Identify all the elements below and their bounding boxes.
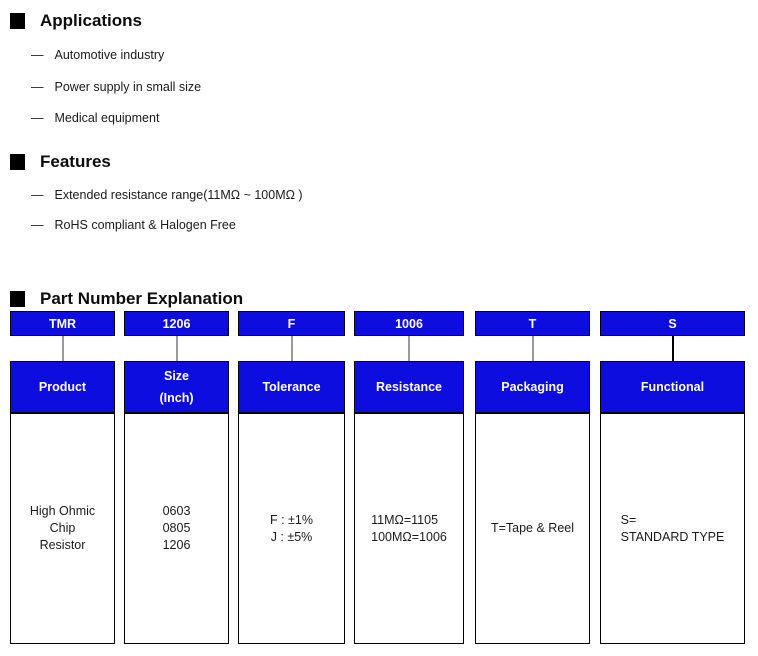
- category-box: Size (Inch): [124, 361, 229, 413]
- black-square-bullet-icon: [10, 291, 25, 307]
- connector-line: [290, 336, 293, 362]
- code-box: T: [475, 311, 590, 336]
- applications-item-text: Power supply in small size: [54, 80, 202, 94]
- part-column-product: TMR Product High Ohmic Chip Resistor: [10, 311, 115, 644]
- code-box: 1206: [124, 311, 229, 336]
- black-square-bullet-icon: [10, 154, 25, 170]
- value-text: F : ±1% J : ±5%: [270, 512, 313, 544]
- features-title: Features: [40, 152, 111, 171]
- value-text: High Ohmic Chip Resistor: [29, 504, 96, 552]
- applications-title: Applications: [40, 11, 143, 30]
- black-square-bullet-icon: [10, 13, 25, 29]
- connector-line: [61, 336, 64, 362]
- code-box: 1006: [354, 311, 464, 336]
- value-box: 0603 0805 1206: [124, 413, 229, 644]
- dash-bullet-icon: —: [31, 188, 44, 202]
- applications-heading: Applications: [10, 11, 142, 31]
- category-label: Resistance: [375, 380, 442, 394]
- category-label: Tolerance: [262, 380, 321, 394]
- value-box: 11MΩ=1105 100MΩ=1006: [354, 413, 464, 644]
- applications-item-text: Medical equipment: [54, 111, 160, 125]
- part-number-diagram: TMR Product High Ohmic Chip Resistor 120…: [0, 311, 758, 645]
- category-box: Packaging: [475, 361, 590, 413]
- part-column-resistance: 1006 Resistance 11MΩ=1105 100MΩ=1006: [354, 311, 464, 644]
- category-label: Packaging: [501, 380, 564, 394]
- part-column-functional: S Functional S= STANDARD TYPE: [600, 311, 745, 644]
- value-text: S= STANDARD TYPE: [620, 512, 725, 544]
- category-label: Functional: [640, 380, 705, 394]
- dash-bullet-icon: —: [31, 218, 44, 232]
- category-label: (Inch): [159, 391, 194, 405]
- features-item-text: RoHS compliant & Halogen Free: [54, 218, 236, 232]
- applications-item: — Power supply in small size: [31, 79, 201, 95]
- connector-line: [408, 336, 410, 362]
- category-box: Tolerance: [238, 361, 345, 413]
- value-text: 0603 0805 1206: [162, 504, 191, 552]
- value-text: 11MΩ=1105 100MΩ=1006: [371, 512, 447, 544]
- category-box: Resistance: [354, 361, 464, 413]
- dash-bullet-icon: —: [31, 111, 44, 125]
- part-number-heading: Part Number Explanation: [10, 289, 243, 309]
- code-box: S: [600, 311, 745, 336]
- features-heading: Features: [10, 152, 111, 172]
- value-box: S= STANDARD TYPE: [600, 413, 745, 644]
- value-box: T=Tape & Reel: [475, 413, 590, 644]
- category-label: Product: [38, 380, 87, 394]
- dash-bullet-icon: —: [31, 80, 44, 94]
- code-box: F: [238, 311, 345, 336]
- applications-item: — Automotive industry: [31, 47, 164, 63]
- value-text: T=Tape & Reel: [490, 521, 575, 535]
- features-item: — RoHS compliant & Halogen Free: [31, 217, 236, 233]
- part-column-size: 1206 Size (Inch) 0603 0805 1206: [124, 311, 229, 644]
- connector-line: [531, 336, 534, 362]
- code-box: TMR: [10, 311, 115, 336]
- connector-line: [175, 336, 178, 362]
- value-box: F : ±1% J : ±5%: [238, 413, 345, 644]
- applications-item-text: Automotive industry: [54, 48, 165, 62]
- category-box: Functional: [600, 361, 745, 413]
- part-number-title: Part Number Explanation: [40, 289, 244, 308]
- applications-item: — Medical equipment: [31, 110, 159, 126]
- value-box: High Ohmic Chip Resistor: [10, 413, 115, 644]
- features-item: — Extended resistance range(11MΩ ~ 100MΩ…: [31, 187, 303, 203]
- part-column-packaging: T Packaging T=Tape & Reel: [475, 311, 590, 644]
- part-column-tolerance: F Tolerance F : ±1% J : ±5%: [238, 311, 345, 644]
- connector-line: [671, 336, 674, 362]
- category-label: Size: [163, 369, 189, 383]
- dash-bullet-icon: —: [31, 48, 44, 62]
- category-box: Product: [10, 361, 115, 413]
- features-item-text: Extended resistance range(11MΩ ~ 100MΩ ): [54, 188, 303, 202]
